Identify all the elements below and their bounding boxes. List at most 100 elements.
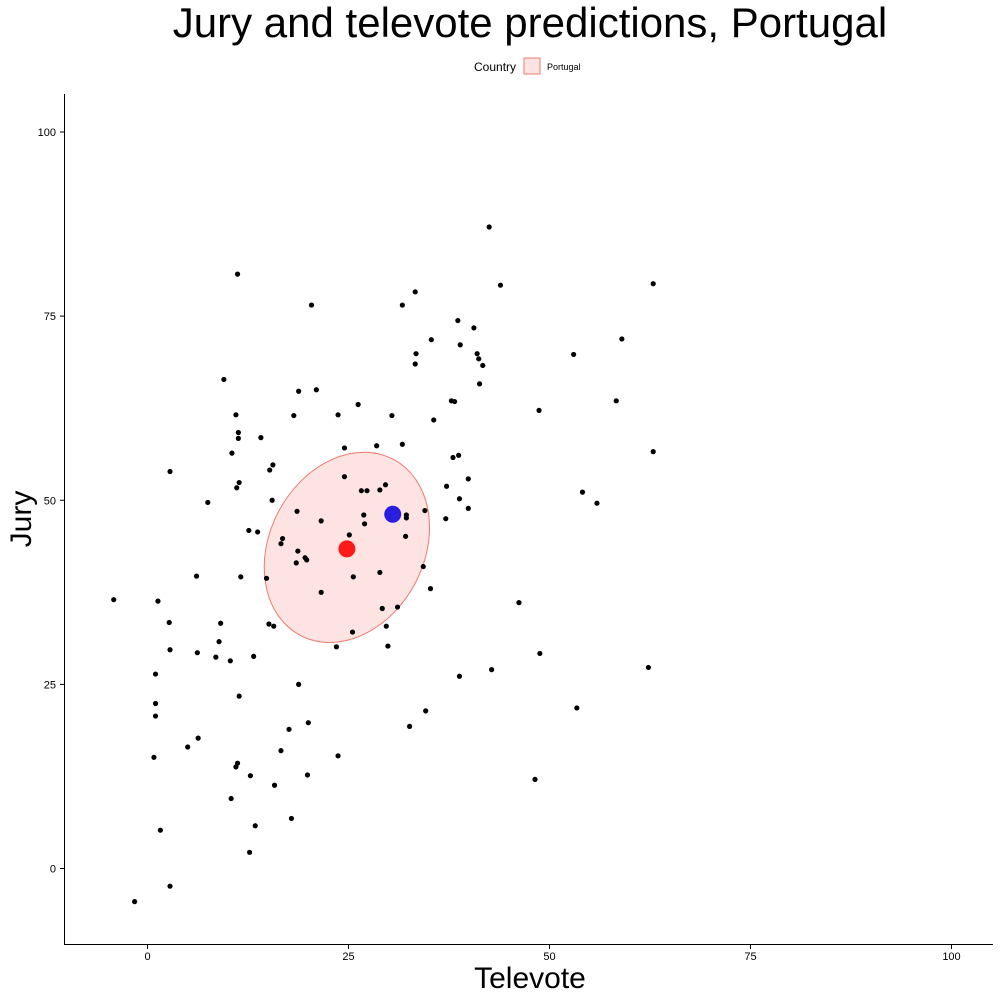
data-point — [399, 441, 405, 447]
data-point — [536, 407, 542, 413]
data-point — [313, 387, 319, 393]
x-tick-label: 100 — [942, 951, 960, 963]
data-point — [305, 720, 311, 726]
data-point — [341, 474, 348, 480]
data-point — [382, 482, 389, 488]
data-point — [308, 302, 315, 308]
data-point — [413, 351, 419, 357]
data-points — [111, 224, 656, 905]
data-point — [450, 454, 456, 461]
y-axis-title: Jury — [5, 491, 38, 548]
data-point — [288, 815, 295, 822]
data-point — [166, 619, 172, 626]
data-point — [228, 795, 234, 802]
data-point — [333, 644, 340, 650]
data-point — [234, 271, 241, 277]
data-point — [486, 224, 492, 230]
data-point — [233, 764, 239, 770]
y-ticks: 0 25 50 75 100 — [38, 127, 65, 876]
data-point — [389, 412, 395, 419]
data-point — [423, 708, 429, 714]
data-point — [403, 515, 409, 521]
data-point — [650, 449, 656, 455]
data-point — [238, 574, 244, 580]
data-point — [132, 899, 138, 905]
data-point — [296, 388, 302, 394]
data-point — [185, 744, 191, 750]
data-point — [341, 445, 348, 451]
data-point — [236, 479, 242, 486]
data-point — [229, 450, 235, 456]
data-point — [278, 541, 284, 547]
data-point — [167, 883, 173, 889]
data-point — [471, 325, 477, 331]
data-point — [246, 527, 252, 534]
data-point — [412, 361, 418, 367]
data-point — [213, 654, 219, 660]
data-point — [258, 435, 264, 441]
data-point — [385, 643, 391, 649]
data-point — [619, 336, 625, 342]
data-point — [379, 605, 385, 612]
x-tick-label: 50 — [543, 951, 555, 963]
data-point — [304, 772, 311, 778]
y-tick-label: 25 — [44, 679, 56, 691]
plot-area — [111, 224, 656, 905]
data-point — [422, 507, 428, 514]
data-point — [221, 376, 227, 383]
data-point — [399, 302, 405, 308]
data-point — [431, 417, 437, 423]
data-point — [349, 629, 356, 635]
data-point — [443, 483, 450, 489]
data-point — [457, 342, 463, 348]
data-point — [476, 356, 482, 362]
data-point — [167, 468, 173, 475]
data-point — [361, 521, 368, 527]
data-point — [270, 462, 276, 468]
highlight-points — [338, 505, 402, 558]
data-point — [152, 671, 159, 677]
data-point — [291, 412, 297, 419]
x-axis-title: Televote — [474, 962, 586, 995]
data-point — [235, 429, 241, 436]
data-point — [286, 726, 292, 732]
data-point — [335, 753, 341, 759]
legend-label-portugal: Portugal — [547, 62, 581, 72]
data-point — [443, 516, 449, 522]
data-point — [296, 681, 302, 687]
data-point — [266, 621, 272, 627]
data-point — [383, 623, 389, 629]
data-point — [355, 401, 361, 408]
data-point — [350, 574, 356, 580]
y-tick-label: 0 — [50, 864, 56, 876]
data-point — [155, 598, 161, 604]
data-point — [152, 700, 159, 707]
data-point — [335, 412, 341, 418]
data-point — [402, 533, 409, 539]
data-point — [476, 381, 483, 387]
data-point — [293, 560, 299, 566]
data-point — [645, 664, 651, 671]
legend-title: Country — [474, 60, 516, 74]
data-point — [358, 488, 364, 494]
highlight-point-blue — [384, 505, 402, 523]
data-point — [267, 467, 273, 473]
chart-title: Jury and televote predictions, Portugal — [173, 0, 887, 46]
data-point — [361, 512, 367, 518]
data-point — [455, 317, 461, 324]
y-tick-label: 100 — [38, 127, 56, 139]
data-point — [295, 548, 301, 554]
data-point — [364, 488, 370, 494]
data-point — [407, 723, 413, 729]
data-point — [571, 351, 577, 358]
data-point — [255, 529, 261, 535]
data-point — [428, 337, 434, 343]
y-tick-label: 75 — [44, 311, 56, 323]
data-point — [474, 351, 480, 357]
x-ticks: 0 25 50 75 100 — [144, 944, 961, 963]
data-point — [489, 667, 495, 673]
data-point — [377, 569, 383, 576]
data-point — [374, 443, 380, 449]
axes: 0 25 50 75 100 0 25 50 75 100 Televote Jury — [5, 94, 993, 995]
